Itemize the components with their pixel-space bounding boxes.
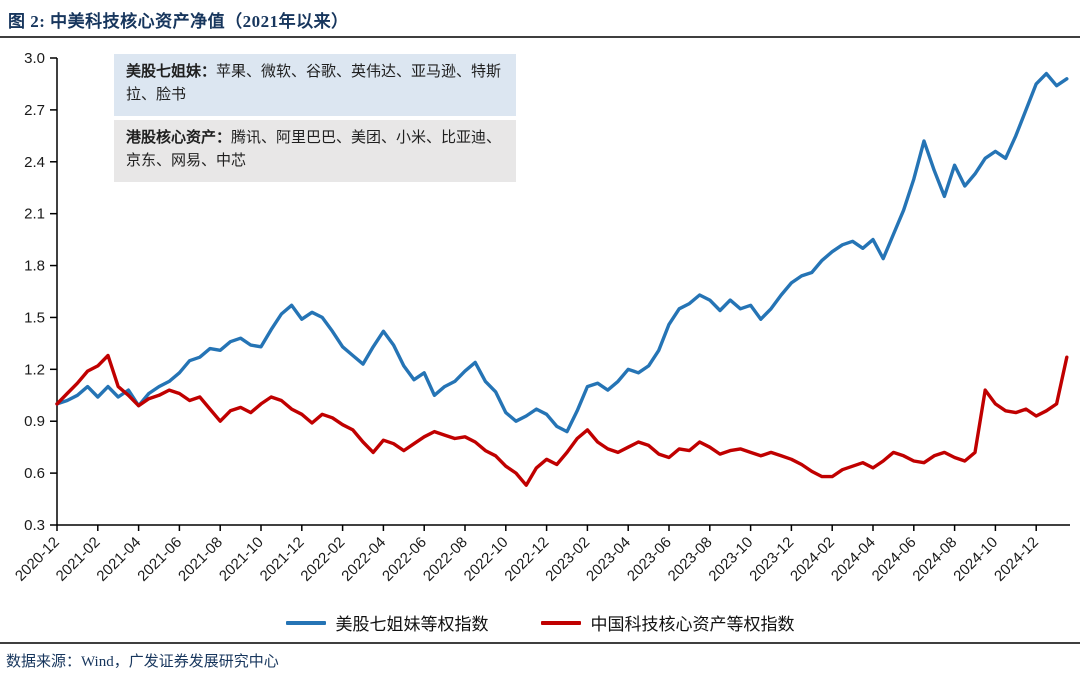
y-tick-label: 1.8 — [24, 258, 45, 275]
annotation-hk-core-text: 腾讯、阿里巴巴、美团、小米、比亚迪、京东、网易、中芯 — [126, 130, 502, 170]
y-tick-label: 0.3 — [24, 517, 45, 534]
x-tick-label: 2021-06 — [134, 534, 185, 585]
annotation-hk-core: 港股核心资产：腾讯、阿里巴巴、美团、小米、比亚迪、京东、网易、中芯 — [114, 120, 516, 182]
y-tick-label: 0.9 — [24, 413, 45, 430]
x-tick-label: 2021-12 — [257, 534, 308, 585]
x-tick-label: 2021-04 — [93, 534, 144, 585]
x-tick-label: 2023-10 — [705, 534, 756, 585]
header-divider — [0, 36, 1080, 38]
annotation-hk-core-label: 港股核心资产： — [126, 130, 232, 146]
series-line-us-seven — [55, 71, 1069, 434]
legend-item-china: 中国科技核心资产等权指数 — [540, 610, 795, 635]
x-tick-label: 2023-08 — [665, 534, 716, 585]
x-tick-label: 2024-10 — [950, 534, 1001, 585]
legend-swatch-us — [285, 620, 326, 625]
legend-label-china: 中国科技核心资产等权指数 — [590, 615, 795, 634]
y-tick-label: 2.7 — [24, 102, 45, 119]
x-tick-label: 2022-12 — [501, 534, 552, 585]
x-tick-label: 2024-06 — [869, 534, 920, 585]
series-line-china-core — [55, 353, 1069, 487]
x-tick-label: 2024-08 — [909, 534, 960, 585]
chart-area: 0.3 0.6 0.9 1.2 1.5 1.8 2.1 2.4 2.7 3.0 2020-12 202… — [0, 38, 1080, 642]
x-tick-label: 2022-08 — [420, 534, 471, 585]
figure-title: 图 2: 中美科技核心资产净值（2021年以来） — [8, 12, 349, 31]
line-chart: 0.30.60.91.21.51.82.12.42.73.02020-12202… — [12, 50, 1070, 585]
x-tick-label: 2024-12 — [991, 534, 1042, 585]
x-tick-label: 2023-04 — [583, 534, 634, 585]
x-tick-label: 2022-02 — [297, 534, 348, 585]
legend-label-us: 美股七姐妹等权指数 — [335, 615, 489, 634]
x-tick-label: 2023-12 — [746, 534, 797, 585]
y-tick-label: 0.6 — [24, 465, 45, 482]
x-tick-label: 2023-06 — [624, 534, 675, 585]
x-tick-label: 2021-02 — [53, 534, 104, 585]
x-tick-label: 2023-02 — [542, 534, 593, 585]
legend-swatch-china — [540, 620, 581, 625]
y-tick-label: 1.5 — [24, 309, 45, 326]
x-tick-label: 2022-06 — [379, 534, 430, 585]
x-tick-label: 2022-04 — [338, 534, 389, 585]
annotation-us-seven-label: 美股七姐妹： — [126, 64, 217, 80]
annotation-us-seven-text: 苹果、微软、谷歌、英伟达、亚马逊、特斯拉、脸书 — [126, 64, 502, 104]
legend-item-us: 美股七姐妹等权指数 — [285, 610, 489, 635]
y-tick-label: 1.2 — [24, 361, 45, 378]
y-tick-label: 2.4 — [24, 154, 45, 171]
figure-header: 图 2: 中美科技核心资产净值（2021年以来） — [0, 0, 1080, 36]
x-tick-label: 2024-04 — [828, 534, 879, 585]
y-tick-label: 3.0 — [24, 50, 45, 67]
legend: 美股七姐妹等权指数 中国科技核心资产等权指数 — [0, 610, 1080, 635]
x-tick-label: 2024-02 — [787, 534, 838, 585]
x-tick-label: 2021-10 — [216, 534, 267, 585]
y-tick-label: 2.1 — [24, 206, 45, 223]
footer-divider — [0, 642, 1080, 644]
x-tick-label: 2021-08 — [175, 534, 226, 585]
x-tick-label: 2020-12 — [12, 534, 63, 585]
x-tick-label: 2022-10 — [461, 534, 512, 585]
data-source: 数据来源：Wind，广发证券发展研究中心 — [6, 654, 279, 670]
annotation-us-seven: 美股七姐妹：苹果、微软、谷歌、英伟达、亚马逊、特斯拉、脸书 — [114, 54, 516, 116]
